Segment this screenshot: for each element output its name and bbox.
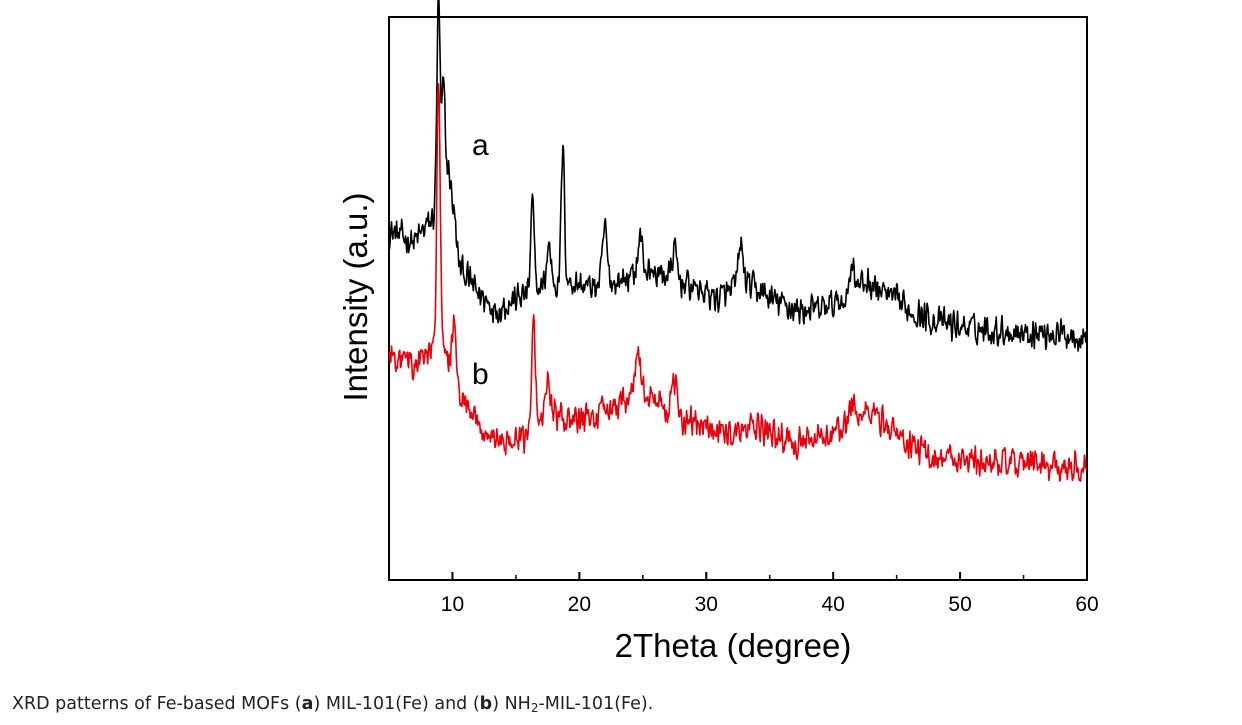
caption-text-1: XRD patterns of Fe-based MOFs ( [12,694,302,714]
caption-text-3: ) NH [492,694,531,714]
caption-text-2: ) MIL-101(Fe) and ( [313,694,480,714]
x-tick-label-10: 10 [441,593,464,616]
series-line-b [388,82,1088,482]
x-axis-ticks [451,572,1088,580]
x-axis-tick-labels: 10 20 30 40 50 60 [441,593,1099,616]
xrd-chart: 10 20 30 40 50 60 a b 2Theta (degree) Intensi… [337,0,1099,664]
y-axis-title: Intensity (a.u.) [337,192,374,401]
plot-frame [388,16,1088,581]
x-tick-label-20: 20 [568,593,591,616]
caption-bold-b: b [479,694,493,714]
series-label-a: a [472,129,489,162]
caption-subscript: 2 [530,701,539,715]
x-tick-label-30: 30 [695,593,718,616]
series-layer [388,0,1088,482]
caption-text-4: -MIL-101(Fe). [538,694,654,714]
figure-caption: XRD patterns of Fe-based MOFs (a) MIL-10… [12,694,653,714]
x-tick-label-50: 50 [948,593,971,616]
series-line-a [388,0,1088,352]
series-label-b: b [472,358,489,391]
caption-bold-a: a [301,694,314,714]
x-axis-title: 2Theta (degree) [615,627,852,664]
x-tick-label-60: 60 [1075,593,1098,616]
x-tick-label-40: 40 [822,593,845,616]
